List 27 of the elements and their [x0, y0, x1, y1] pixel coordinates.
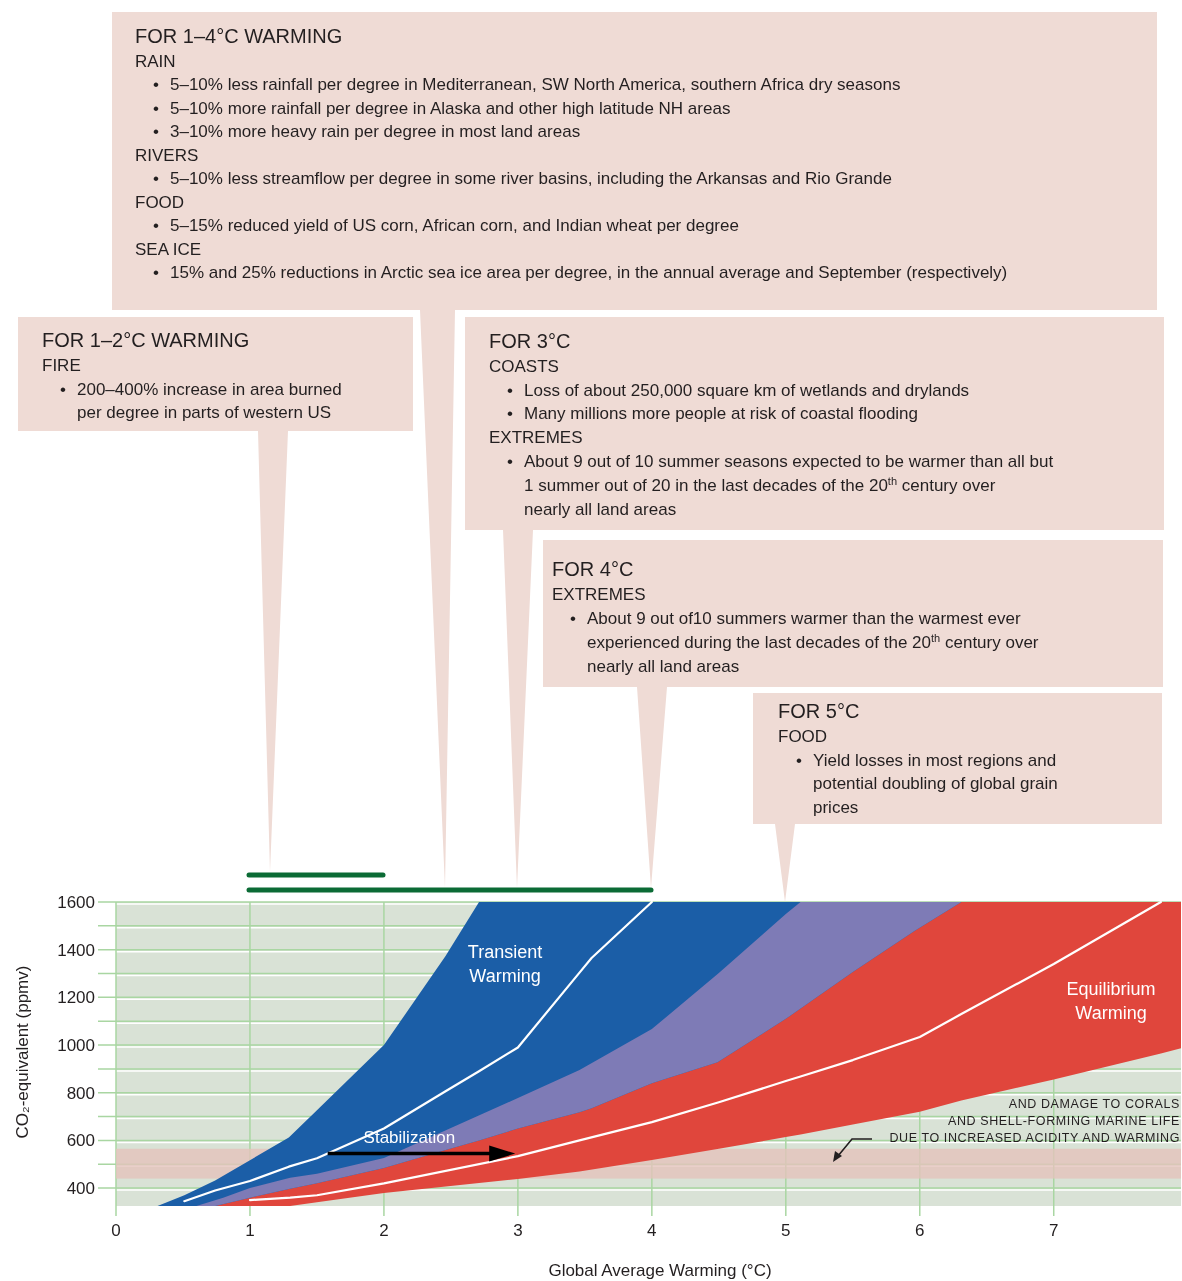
x-tick-label: 2 — [379, 1221, 389, 1240]
y-tick-label: 600 — [66, 1131, 95, 1151]
x-tick-label: 3 — [513, 1221, 523, 1240]
text: FOR 1–4°C WARMING RAIN • 5–10% less rainfall per degree in Mediterranean, SW North America, southern Africa dry seasons • 5–10% more rainfall per degree in Alaska and other high latitude NH areas • 3–10% more heavy rain per degree in most land areas RIVERS • 5–10% less streamflow per degree in some river basins, including the Arkansas and Rio Grande FOOD • 5–15% reduced yield of US corn, African corn, and Indian wheat per degree SEA ICE • 15% and 25% reductions in Arctic sea ice area per degree, in the annual average and September (respectively) — [135, 25, 1008, 282]
x-tick-label: 5 — [781, 1221, 791, 1240]
series-label: Transient Warming — [467, 942, 543, 986]
y-tick-label: 800 — [66, 1083, 95, 1103]
text: FOR 4°C EXTREMES • About 9 out of10 summers warmer than the warmest ever experienced during the last decades of the 20$^{th}$ century over nearly all land areas — [552, 558, 1039, 676]
text: FOR 3°C COASTS • Loss of about 250,000 square km of wetlands and drylands • Many millions more people at risk of coastal flooding EXTREMES • About 9 out of 10 summer seasons expected to be warmer than all but 1 summer out of 20 in the last decades of the 20$^{th}$ century over nearly all land areas — [489, 330, 1054, 519]
y-tick-label: 1000 — [57, 1036, 95, 1056]
x-tick-label: 6 — [915, 1221, 925, 1240]
line-series — [183, 900, 653, 1203]
band-label: AND DAMAGE TO CORALS AND SHELL-FORMING MARINE LIFE DUE TO INCREASED ACIDITY AND WARMING — [889, 1097, 1180, 1145]
x-tick-label: 7 — [1049, 1221, 1059, 1240]
text: FOR 1–2°C WARMING FIRE • 200–400% increase in area burned per degree in parts of western US — [42, 329, 342, 423]
series-label: Equilibrium Warming — [1066, 979, 1156, 1023]
y-tick-label: 1600 — [57, 893, 95, 912]
text: FOR 5°C FOOD • Yield losses in most regions and potential doubling of global grain prices — [778, 700, 1058, 818]
x-tick-label: 1 — [245, 1221, 255, 1240]
x-tick-label: 4 — [647, 1221, 657, 1240]
y-tick-label: 1400 — [57, 940, 95, 960]
y-axis-title: CO₂-equivalent (ppmv) — [13, 965, 32, 1139]
y-tick-label: 400 — [66, 1179, 95, 1199]
x-tick-label: 0 — [111, 1221, 121, 1240]
x-axis-title: Global Average Warming (°C) — [548, 1261, 772, 1280]
y-tick-label: 1200 — [57, 988, 95, 1008]
annotation: Stabilization — [363, 1127, 456, 1147]
